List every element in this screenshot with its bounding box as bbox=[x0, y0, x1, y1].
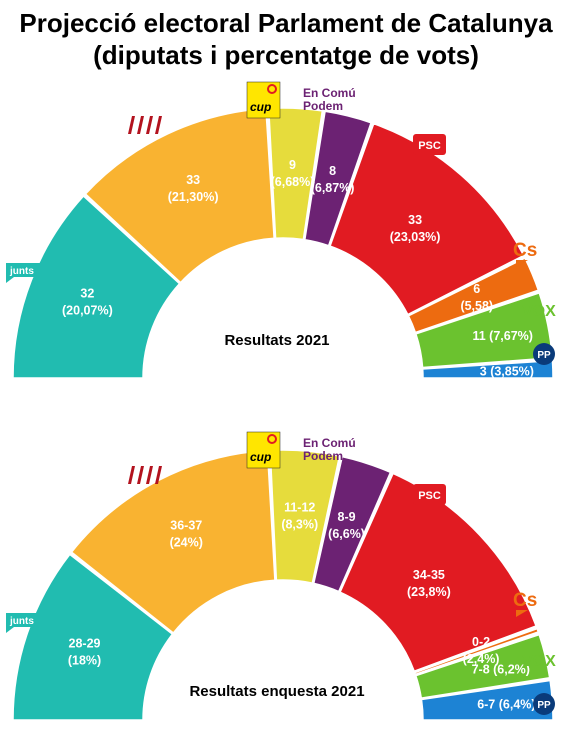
data-label: 11 (7,67%) bbox=[473, 329, 533, 343]
chart-caption: Resultats 2021 bbox=[224, 332, 329, 349]
svg-text:En Comú: En Comú bbox=[303, 436, 356, 450]
segment-vox bbox=[414, 291, 554, 369]
data-label: (5,58) bbox=[460, 299, 493, 313]
data-label: 8 bbox=[329, 164, 336, 178]
chart-caption: Resultats enquesta 2021 bbox=[189, 683, 364, 700]
data-label: (8,3%) bbox=[281, 518, 318, 532]
svg-text:VOX: VOX bbox=[522, 303, 556, 320]
svg-text:Cs: Cs bbox=[513, 590, 537, 611]
data-label: (2,4%) bbox=[463, 652, 500, 666]
chart-survey-2021: 28-29 (18%) 36-37 (24%) 11-12 (8,3%) 8-9 (6,6%)… bbox=[6, 431, 556, 720]
vox-logo: VOX bbox=[522, 653, 556, 670]
svg-text:VOX: VOX bbox=[522, 653, 556, 670]
cup-logo: cup bbox=[246, 431, 281, 469]
segment-en-comú-podem bbox=[312, 455, 392, 593]
data-label: 32 bbox=[80, 287, 94, 301]
title-line-2: (diputats i percentatge de vots) bbox=[93, 40, 479, 70]
cs-logo: Cs bbox=[513, 240, 537, 267]
svg-text:PSC: PSC bbox=[418, 140, 441, 152]
data-label: 3 (3,85%) bbox=[480, 364, 534, 378]
svg-text:PSC: PSC bbox=[418, 490, 441, 502]
data-label: 33 bbox=[186, 173, 200, 187]
data-label: (20,07%) bbox=[62, 304, 113, 318]
erc-logo bbox=[128, 116, 162, 134]
psc-logo: PSC bbox=[413, 484, 446, 505]
segment-cup bbox=[269, 449, 341, 584]
svg-text:junts: junts bbox=[9, 616, 34, 627]
segment-vox bbox=[414, 633, 551, 699]
segment-junts bbox=[12, 194, 181, 378]
data-label: (21,30%) bbox=[168, 190, 219, 204]
segment-psc bbox=[339, 472, 538, 673]
svg-text:Podem: Podem bbox=[303, 449, 343, 463]
junts-logo: junts bbox=[6, 613, 44, 633]
svg-text:cup: cup bbox=[250, 450, 271, 464]
data-label: 36-37 bbox=[170, 519, 202, 533]
data-label: (6,87%) bbox=[311, 181, 355, 195]
data-label: 9 bbox=[289, 158, 296, 172]
svg-text:Cs: Cs bbox=[513, 240, 537, 261]
pp-logo: PP bbox=[533, 343, 555, 365]
data-label: 34-35 bbox=[413, 568, 445, 582]
data-label: 8-9 bbox=[338, 510, 356, 524]
segment-en-comú-podem bbox=[303, 110, 373, 247]
segment-cs bbox=[407, 257, 540, 334]
junts-logo: junts bbox=[6, 263, 44, 283]
segment-pp bbox=[420, 679, 554, 720]
cs-logo: Cs bbox=[513, 590, 537, 617]
data-label: (24%) bbox=[170, 536, 203, 550]
data-label: (23,8%) bbox=[407, 585, 451, 599]
svg-text:En Comú: En Comú bbox=[303, 86, 356, 100]
title-line-1: Projecció electoral Parlament de Catalun… bbox=[19, 8, 553, 38]
data-label: (6,68%) bbox=[271, 175, 315, 189]
psc-logo: PSC bbox=[413, 134, 446, 155]
vox-logo: VOX bbox=[522, 303, 556, 320]
data-label: 7-8 (6,2%) bbox=[472, 662, 530, 676]
pp-logo: PP bbox=[533, 693, 555, 715]
svg-text:junts: junts bbox=[9, 266, 34, 277]
segment-cup bbox=[267, 107, 324, 241]
svg-text:Podem: Podem bbox=[303, 99, 343, 113]
data-label: 6-7 (6,4%) bbox=[477, 697, 535, 711]
svg-text:cup: cup bbox=[250, 100, 271, 114]
data-label: 6 bbox=[473, 282, 480, 296]
data-label: (23,03%) bbox=[390, 230, 441, 244]
data-label: (18%) bbox=[68, 653, 101, 667]
data-label: 28-29 bbox=[69, 636, 101, 650]
chart-results-2021: 32 (20,07%) 33 (21,30%) 9 (6,68%) 8 (6,87%) 33 (2… bbox=[6, 81, 556, 378]
segment-cs bbox=[413, 627, 540, 676]
data-label: 33 bbox=[408, 213, 422, 227]
data-label: 0-2 bbox=[472, 635, 490, 649]
data-label: (6,6%) bbox=[328, 527, 365, 541]
data-label: 11-12 bbox=[284, 501, 315, 515]
segment-junts bbox=[12, 553, 174, 720]
svg-text:PP: PP bbox=[537, 700, 551, 711]
cup-logo: cup bbox=[246, 81, 281, 119]
svg-text:PP: PP bbox=[537, 350, 551, 361]
segment-pp bbox=[421, 359, 554, 378]
erc-logo bbox=[128, 466, 162, 484]
